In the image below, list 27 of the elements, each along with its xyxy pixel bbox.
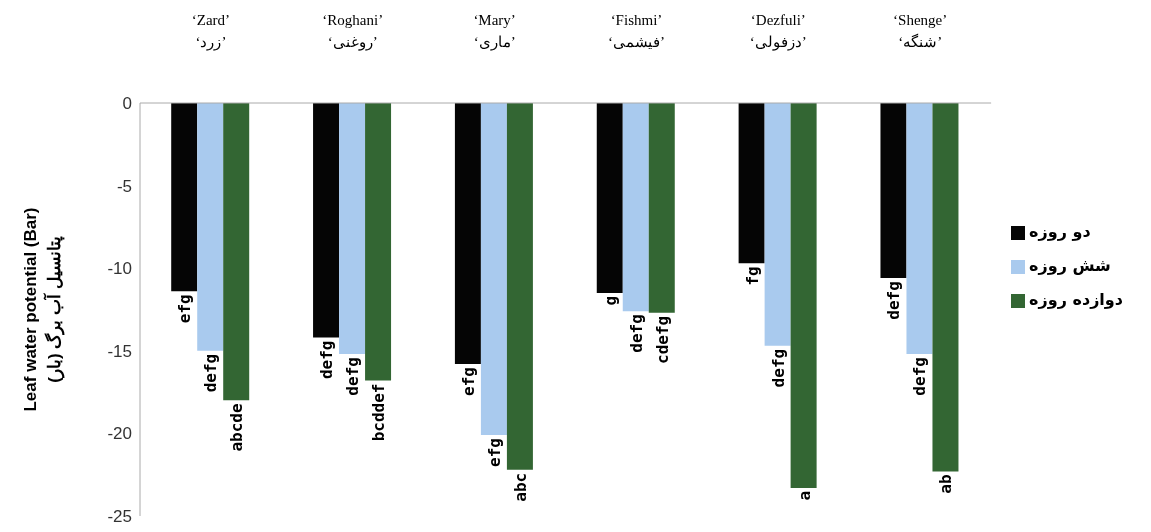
data-label: fg	[742, 266, 762, 286]
y-tick-label: -25	[107, 507, 132, 527]
data-label: defg	[884, 281, 904, 320]
y-tick-label: -5	[116, 176, 132, 196]
data-label: g	[600, 295, 620, 306]
data-label: efg	[458, 367, 478, 396]
legend-label: دوازده روزه	[1029, 290, 1123, 309]
data-label: defg	[910, 357, 930, 396]
data-label: defg	[317, 340, 337, 380]
data-label: efg	[175, 294, 195, 324]
data-label: a	[794, 490, 814, 501]
y-tick-label: 0	[122, 94, 132, 114]
y-tick-label: -10	[107, 259, 132, 279]
data-label: defg	[343, 357, 363, 396]
data-label: defg	[768, 348, 788, 388]
legend-label: دو روزه	[1029, 222, 1091, 241]
data-label: abcde	[227, 403, 247, 452]
y-tick-label: -15	[107, 341, 132, 361]
data-label: ab	[936, 474, 956, 494]
data-label: efg	[484, 438, 504, 467]
legend-label: شش روزه	[1029, 256, 1111, 275]
data-label: defg	[201, 353, 221, 393]
y-tick-label: -20	[107, 424, 132, 444]
data-label: bcddef	[369, 383, 389, 442]
data-label: abc	[510, 472, 530, 502]
data-label: cdefg	[652, 315, 672, 364]
data-label: defg	[626, 314, 646, 353]
